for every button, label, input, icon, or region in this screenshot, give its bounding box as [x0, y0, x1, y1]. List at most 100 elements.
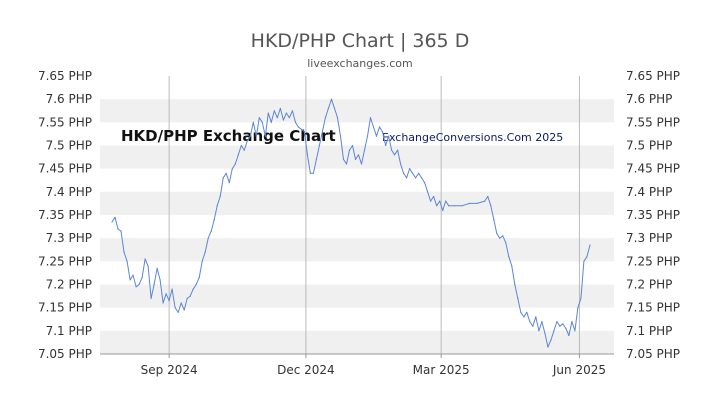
data-point: [487, 195, 489, 198]
data-point: [580, 297, 582, 299]
data-point: [147, 265, 149, 267]
y-tick-label-left: 7.45 PHP: [38, 162, 92, 176]
data-point: [237, 154, 239, 156]
data-point: [141, 277, 143, 279]
data-point: [243, 149, 245, 151]
data-point: [360, 163, 363, 165]
data-point: [336, 117, 339, 119]
data-point: [123, 251, 125, 253]
y-tick-label-right: 7.5 PHP: [626, 139, 672, 153]
data-point: [520, 311, 522, 313]
data-point: [565, 327, 567, 330]
data-point: [270, 121, 272, 123]
data-point: [261, 121, 263, 123]
data-point: [153, 283, 155, 286]
data-point: [351, 144, 354, 147]
data-point: [156, 267, 158, 269]
data-point: [114, 216, 116, 218]
y-tick-label-left: 7.55 PHP: [38, 115, 92, 129]
y-tick-label-right: 7.1 PHP: [626, 324, 672, 338]
data-point: [165, 293, 167, 295]
data-point: [216, 205, 218, 207]
data-point: [306, 154, 308, 156]
data-point: [219, 195, 221, 198]
data-point: [496, 232, 498, 235]
data-point: [186, 297, 188, 299]
data-point: [246, 140, 248, 142]
data-point: [550, 339, 552, 341]
data-point: [448, 205, 450, 207]
data-point: [369, 117, 372, 119]
data-point: [553, 330, 555, 332]
data-point: [439, 200, 441, 202]
data-point: [403, 172, 405, 174]
background-band: [100, 330, 614, 354]
plot-background-bands: [100, 76, 614, 354]
data-point: [559, 325, 561, 327]
chart-subtitle: liveexchanges.com: [307, 57, 412, 70]
data-point: [201, 260, 203, 262]
data-point: [535, 316, 537, 318]
y-tick-label-right: 7.2 PHP: [626, 278, 672, 292]
data-point: [204, 251, 206, 253]
data-point: [385, 144, 387, 147]
data-point: [126, 260, 128, 262]
data-point: [445, 200, 447, 202]
data-point: [442, 209, 444, 211]
x-tick-label: Sep 2024: [141, 363, 198, 377]
background-band: [100, 191, 614, 215]
y-tick-label-right: 7.45 PHP: [626, 162, 680, 176]
data-point: [357, 154, 360, 156]
data-point: [388, 135, 390, 137]
data-point: [300, 128, 302, 130]
background-band: [100, 99, 614, 123]
data-point: [372, 126, 375, 128]
data-point: [288, 117, 290, 119]
data-point: [252, 121, 254, 123]
data-point: [454, 205, 456, 207]
data-point: [117, 228, 119, 230]
data-point: [526, 311, 528, 313]
watermark-left: HKD/PHP Exchange Chart: [121, 127, 336, 145]
data-point: [231, 168, 233, 170]
data-point: [330, 98, 333, 100]
data-point: [255, 135, 257, 137]
data-point: [240, 144, 242, 147]
data-point: [129, 279, 131, 281]
data-point: [538, 330, 540, 332]
data-point: [490, 205, 492, 207]
data-point: [210, 230, 212, 232]
y-axis-left: 7.65 PHP 7.6 PHP 7.55 PHP 7.5 PHP 7.45 PHP 7.…: [38, 69, 92, 361]
data-point: [168, 300, 170, 302]
data-point: [321, 131, 323, 133]
x-tick-label: Jun 2025: [552, 363, 606, 377]
data-point: [381, 131, 384, 133]
data-point: [421, 177, 423, 179]
y-tick-label-right: 7.65 PHP: [626, 69, 680, 83]
data-point: [574, 330, 576, 332]
data-point: [461, 205, 463, 207]
data-point: [589, 244, 591, 246]
data-point: [433, 195, 435, 198]
y-tick-label-left: 7.65 PHP: [38, 69, 92, 83]
y-tick-label-right: 7.35 PHP: [626, 208, 680, 222]
data-point: [415, 177, 417, 179]
y-tick-label-left: 7.2 PHP: [46, 278, 92, 292]
data-point: [375, 135, 378, 137]
data-point: [162, 302, 164, 304]
y-tick-label-right: 7.6 PHP: [626, 92, 672, 106]
data-point: [568, 334, 570, 337]
data-point: [285, 112, 287, 114]
y-tick-label-left: 7.6 PHP: [46, 92, 92, 106]
y-tick-label-left: 7.3 PHP: [46, 231, 92, 245]
data-point: [469, 202, 471, 204]
data-point: [412, 172, 414, 174]
data-point: [327, 107, 329, 109]
y-tick-label-left: 7.1 PHP: [46, 324, 92, 338]
data-point: [144, 258, 146, 260]
y-tick-label-right: 7.15 PHP: [626, 301, 680, 315]
background-band: [100, 284, 614, 308]
data-point: [345, 163, 348, 165]
data-point: [502, 235, 504, 237]
data-point: [195, 283, 197, 286]
